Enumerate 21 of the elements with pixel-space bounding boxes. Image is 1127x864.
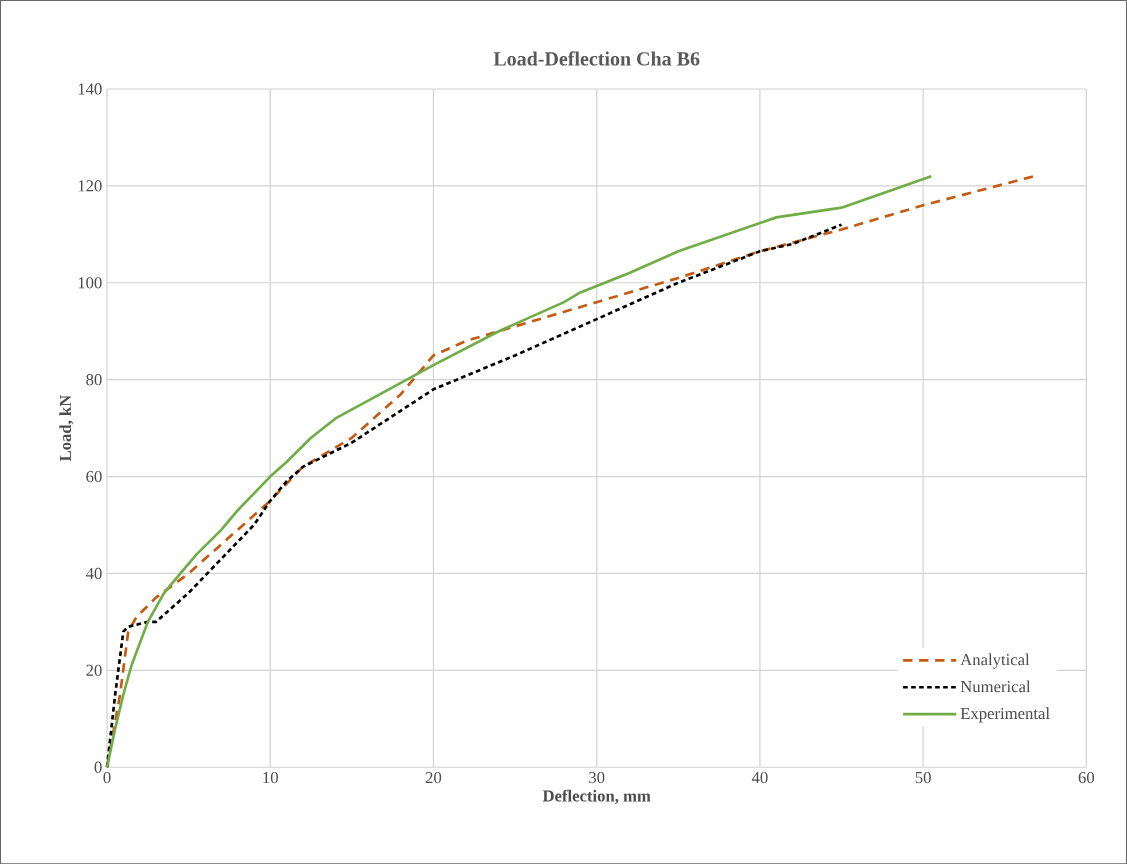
- x-tick-label: 10: [263, 771, 278, 784]
- y-tick-label: 60: [86, 470, 102, 483]
- legend-label: Experimental: [960, 707, 1050, 723]
- x-tick-label: 30: [589, 771, 605, 784]
- x-axis-title: Deflection, mm: [542, 789, 651, 804]
- x-tick-label: 60: [1078, 771, 1095, 784]
- y-tick-label: 0: [94, 761, 102, 773]
- x-tick-label: 40: [751, 771, 768, 784]
- y-tick-label: 140: [78, 83, 102, 95]
- legend-label: Analytical: [960, 653, 1030, 669]
- y-axis-title: Load, kN: [59, 394, 74, 462]
- chart-title: Load-Deflection Cha B6: [493, 51, 700, 66]
- x-tick-label: 0: [103, 771, 111, 784]
- y-tick-label: 40: [85, 567, 102, 579]
- y-tick-label: 120: [78, 180, 102, 192]
- x-tick-label: 50: [915, 771, 931, 784]
- y-tick-label: 100: [78, 277, 102, 289]
- y-tick-label: 80: [86, 373, 102, 386]
- legend-label: Numerical: [960, 680, 1031, 693]
- x-tick-label: 20: [425, 771, 442, 784]
- y-tick-label: 20: [86, 664, 102, 676]
